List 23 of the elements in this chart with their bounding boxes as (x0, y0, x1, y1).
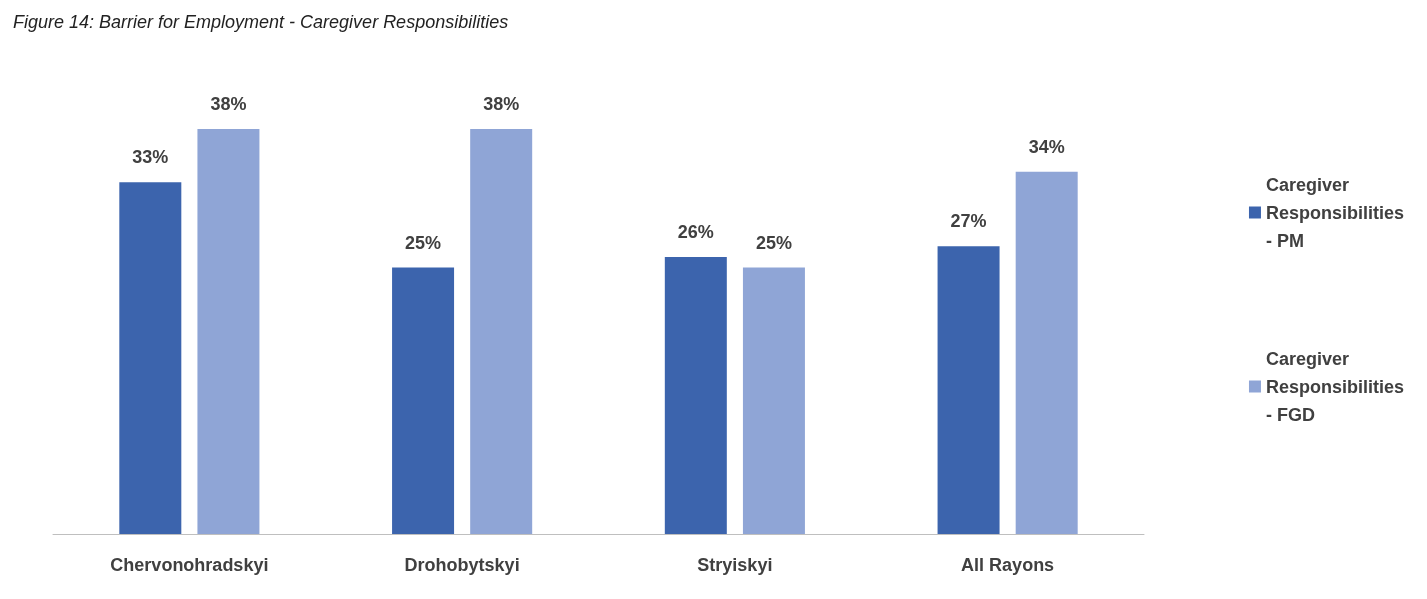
data-label: 33% (132, 147, 169, 168)
x-tick-label: All Rayons (961, 555, 1055, 575)
x-tick-label: Chervonohradskyi (110, 555, 269, 575)
data-label: 25% (755, 232, 792, 253)
bar (470, 129, 533, 534)
data-label: 38% (483, 94, 520, 114)
bar (937, 246, 1000, 534)
bar (664, 256, 727, 534)
data-label: 38% (210, 94, 247, 114)
x-tick-label: Stryiskyi (697, 555, 773, 575)
data-label: 26% (677, 221, 714, 242)
bar (197, 129, 260, 534)
data-label: 25% (405, 232, 442, 253)
bar (742, 267, 805, 534)
bar (1015, 171, 1078, 534)
x-tick-label: Drohobytskyi (404, 555, 520, 575)
legend-label: Caregiver Responsibilities - FGD (1265, 348, 1405, 425)
chart-title: Figure 14: Barrier for Employment - Caregiver Responsibilities (13, 12, 509, 32)
data-label: 27% (950, 211, 987, 232)
legend-label: Caregiver Responsibilities - PM (1265, 174, 1405, 251)
data-label: 34% (1028, 136, 1065, 157)
bar (392, 267, 455, 534)
bar (119, 182, 182, 534)
